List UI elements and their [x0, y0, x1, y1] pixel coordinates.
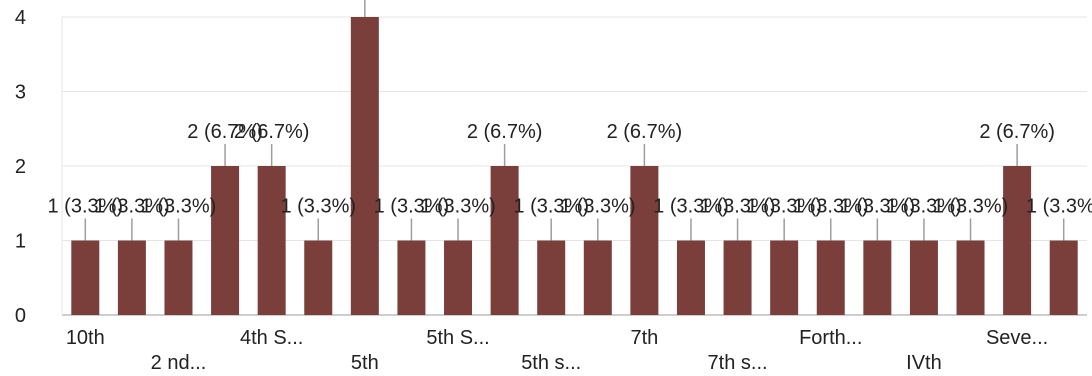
- data-label: 1 (3.3%): [840, 196, 916, 218]
- data-label: 1 (3.3%): [374, 196, 450, 218]
- bar: [444, 240, 473, 315]
- data-label: 1 (3.3%): [560, 196, 636, 218]
- bar: [537, 240, 566, 315]
- y-tick-label: 1: [15, 231, 26, 253]
- data-label: 1 (3.3%): [886, 196, 962, 218]
- x-tick-label: 10th: [66, 327, 105, 349]
- axis-layer: 0 1 2 3 4 10th 2 nd... 4th S... 5th 5th S... 5th s…: [15, 7, 1048, 374]
- data-label: 2 (6.7%): [467, 121, 543, 143]
- bar: [164, 240, 193, 315]
- data-label: 1 (3.3%): [1026, 196, 1092, 218]
- data-label: 1 (3.3%): [141, 196, 217, 218]
- bars-layer: [71, 17, 1078, 315]
- bar: [211, 166, 240, 315]
- bar: [117, 240, 146, 315]
- data-label: 2 (6.7%): [234, 121, 310, 143]
- bar: [1003, 166, 1032, 315]
- data-label: 1 (3.3%): [47, 196, 123, 218]
- x-tick-label: 4th S...: [240, 327, 303, 349]
- bar: [490, 166, 519, 315]
- x-tick-label: Seve...: [986, 327, 1048, 349]
- bar: [956, 240, 985, 315]
- data-label: 1 (3.3%): [513, 196, 589, 218]
- data-label: 1 (3.3%): [746, 196, 822, 218]
- bar: [1049, 240, 1078, 315]
- data-label: 2 (6.7%): [979, 121, 1055, 143]
- data-label: 1 (3.3%): [420, 196, 496, 218]
- bar: [71, 240, 100, 315]
- bar: [676, 240, 705, 315]
- bar: [816, 240, 845, 315]
- bar: [304, 240, 333, 315]
- x-tick-label: 7th: [630, 327, 658, 349]
- y-tick-label: 3: [15, 82, 26, 104]
- bar: [257, 166, 286, 315]
- x-tick-label: Forth...: [799, 327, 862, 349]
- y-tick-label: 2: [15, 156, 26, 178]
- bar: [583, 240, 612, 315]
- x-tick-label: 5th s...: [521, 352, 581, 374]
- bar: [909, 240, 938, 315]
- bar: [350, 17, 379, 315]
- data-label: 1 (3.3%): [700, 196, 776, 218]
- data-label: 2 (6.7%): [607, 121, 683, 143]
- labels-layer: 1 (3.3%)1 (3.3%)1 (3.3%)2 (6.7%)2 (6.7%)…: [47, 0, 1092, 241]
- bar: [630, 166, 659, 315]
- data-label: 1 (3.3%): [653, 196, 729, 218]
- data-label: 1 (3.3%): [280, 196, 356, 218]
- bar: [397, 240, 426, 315]
- y-tick-label: 4: [15, 7, 26, 29]
- bar: [863, 240, 892, 315]
- data-label: 1 (3.3%): [793, 196, 869, 218]
- data-label: 1 (3.3%): [933, 196, 1009, 218]
- data-label: 2 (6.7%): [187, 121, 263, 143]
- x-tick-label: IVth: [906, 352, 942, 374]
- y-tick-label: 0: [15, 305, 26, 327]
- bar: [723, 240, 752, 315]
- bar: [770, 240, 799, 315]
- x-tick-label: 7th s...: [708, 352, 768, 374]
- x-tick-label: 2 nd...: [151, 352, 207, 374]
- x-tick-label: 5th: [351, 352, 379, 374]
- data-label: 1 (3.3%): [94, 196, 170, 218]
- x-tick-label: 5th S...: [426, 327, 489, 349]
